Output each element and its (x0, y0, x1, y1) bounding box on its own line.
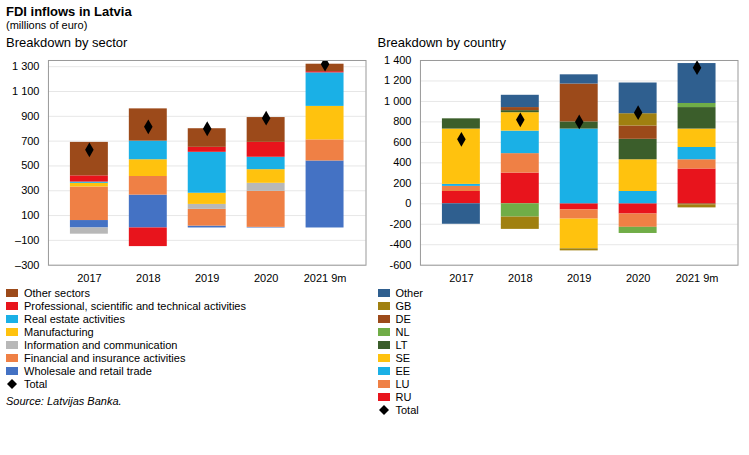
svg-text:–100: –100 (15, 234, 39, 246)
html-text:LU: LU (395, 378, 410, 391)
html-text:RU: RU (395, 391, 412, 404)
svg-text:2020: 2020 (254, 272, 278, 284)
html-text:Other: Other (395, 287, 423, 300)
html-text:Information and communication: Information and communication (24, 339, 178, 352)
svg-text:800: 800 (393, 115, 411, 127)
svg-text:500: 500 (21, 159, 39, 171)
svg-text:300: 300 (21, 184, 39, 196)
html-text:Total: Total (395, 404, 419, 417)
svg-text:400: 400 (393, 156, 411, 168)
html-text:GB: GB (395, 300, 412, 313)
svg-text:700: 700 (21, 135, 39, 147)
svg-text:–300: –300 (15, 259, 39, 271)
svg-text:-400: -400 (389, 238, 411, 250)
svg-text:1 300: 1 300 (12, 60, 39, 72)
svg-text:2019: 2019 (567, 272, 591, 284)
html-text:Breakdown by country: Breakdown by country (377, 35, 507, 50)
svg-text:1 200: 1 200 (384, 74, 411, 86)
html-text:SE: SE (395, 352, 411, 365)
svg-text:100: 100 (21, 209, 39, 221)
svg-text:2018: 2018 (508, 272, 532, 284)
html-text:Wholesale and retail trade: Wholesale and retail trade (24, 365, 152, 378)
html-text:Manufacturing: Manufacturing (24, 326, 94, 339)
svg-text:2017: 2017 (77, 272, 101, 284)
html-text:FDI inflows in Latvia: FDI inflows in Latvia (6, 4, 132, 19)
html-text:Real estate activities: Real estate activities (24, 313, 125, 326)
svg-text:2021 9m: 2021 9m (304, 272, 347, 284)
svg-text:2020: 2020 (625, 272, 649, 284)
svg-text:2018: 2018 (136, 272, 160, 284)
svg-text:2017: 2017 (449, 272, 473, 284)
html-text:NL: NL (395, 326, 410, 339)
html-text:LT: LT (395, 339, 408, 352)
svg-text:2019: 2019 (195, 272, 219, 284)
html-text:Total: Total (24, 378, 48, 391)
html-text:Source: Latvijas Banka.: Source: Latvijas Banka. (6, 394, 122, 407)
svg-text:-600: -600 (389, 259, 411, 271)
svg-text:200: 200 (393, 177, 411, 189)
svg-text:600: 600 (393, 136, 411, 148)
html-text:Financial and insurance activi: Financial and insurance activities (24, 352, 186, 365)
svg-text:1 100: 1 100 (12, 85, 39, 97)
svg-text:0: 0 (405, 197, 411, 209)
svg-text:900: 900 (21, 110, 39, 122)
html-text:(millions of euro): (millions of euro) (6, 19, 88, 31)
svg-text:-200: -200 (389, 218, 411, 230)
html-text:Breakdown by sector: Breakdown by sector (6, 35, 128, 50)
html-text:Professional, scientific and t: Professional, scientific and technical a… (24, 300, 246, 313)
html-text:DE: DE (395, 313, 411, 326)
svg-text:1 000: 1 000 (384, 95, 411, 107)
svg-text:1 400: 1 400 (384, 54, 411, 66)
html-text:EE: EE (395, 365, 411, 378)
html-text:Other sectors: Other sectors (24, 287, 90, 300)
svg-text:2021 9m: 2021 9m (675, 272, 718, 284)
